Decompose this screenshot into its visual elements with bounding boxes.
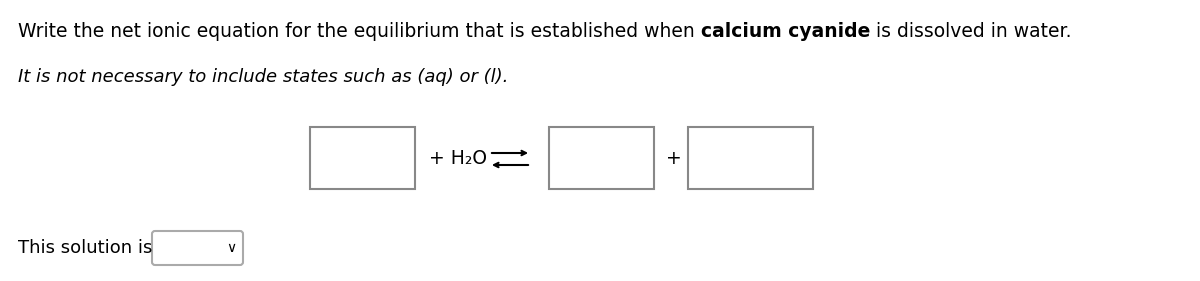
Text: ∨: ∨ [226,241,236,255]
Text: Write the net ionic equation for the equilibrium that is established when: Write the net ionic equation for the equ… [18,22,701,41]
Text: It is not necessary to include states such as (aq) or (l).: It is not necessary to include states su… [18,68,509,86]
Text: + H₂O: + H₂O [430,148,487,167]
Text: calcium cyanide: calcium cyanide [701,22,870,41]
Bar [688,127,814,189]
Text: is dissolved in water.: is dissolved in water. [870,22,1072,41]
Bar [310,127,415,189]
Text: This solution is: This solution is [18,239,152,257]
Text: +: + [666,148,682,167]
Bar [550,127,654,189]
FancyBboxPatch shape [152,231,242,265]
